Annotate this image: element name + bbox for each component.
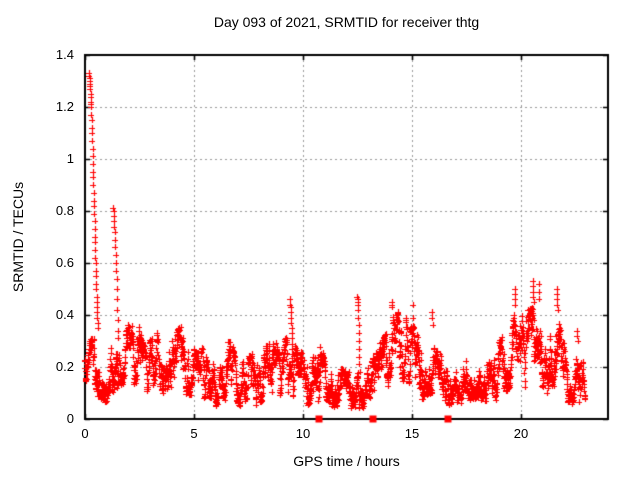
y-tick-label: 1 (66, 151, 74, 166)
x-tick-label: 15 (404, 426, 420, 441)
x-tick-label: 5 (190, 426, 198, 441)
y-tick-label: 0.4 (55, 307, 74, 322)
y-tick-label: 0.2 (55, 359, 74, 374)
x-tick-label: 0 (81, 426, 89, 441)
y-tick-label: 0.8 (55, 203, 74, 218)
y-tick-label: 0 (66, 411, 74, 426)
y-axis-label: SRMTID / TECUs (10, 181, 26, 293)
x-tick-label: 20 (513, 426, 529, 441)
x-axis-label: GPS time / hours (293, 453, 400, 469)
x-tick-label: 10 (295, 426, 311, 441)
y-tick-label: 1.4 (55, 47, 74, 62)
y-tick-label: 0.6 (55, 255, 74, 270)
y-tick-label: 1.2 (55, 99, 74, 114)
chart-title: Day 093 of 2021, SRMTID for receiver tht… (213, 14, 480, 30)
